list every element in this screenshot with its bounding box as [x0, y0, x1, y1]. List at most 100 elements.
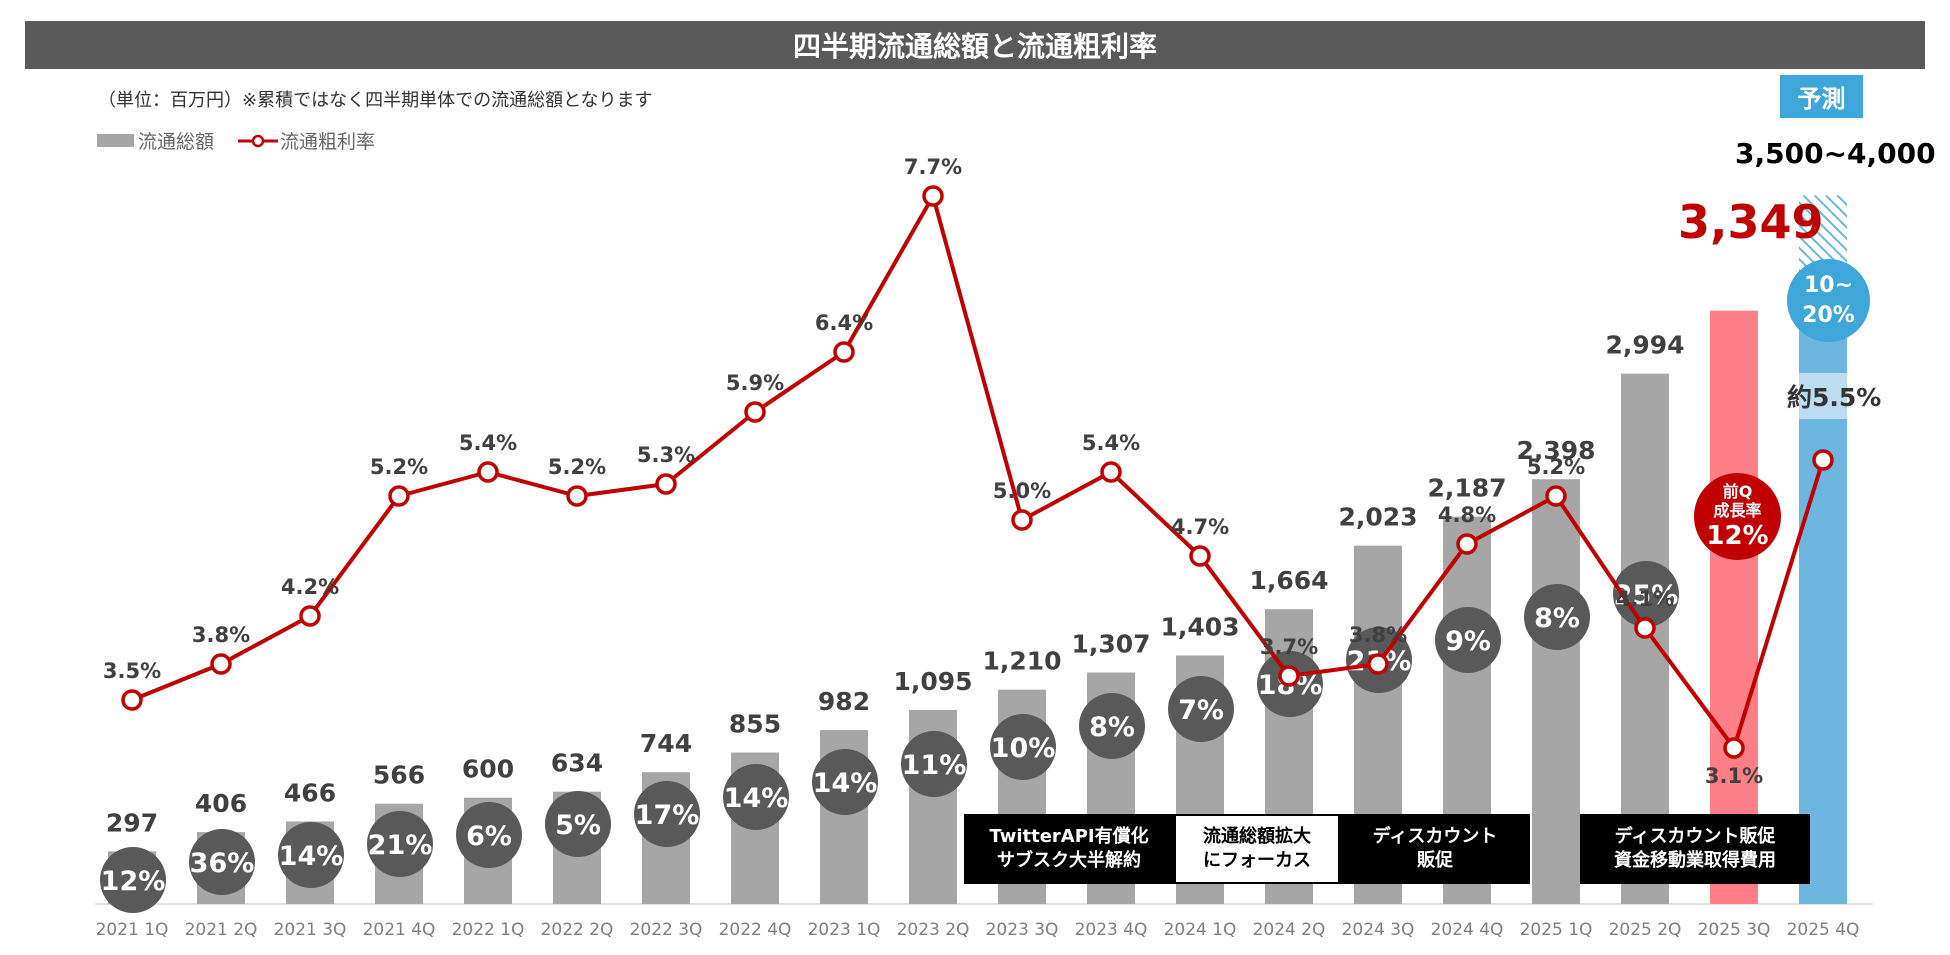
growth-bubble: [1524, 584, 1590, 650]
rate-label: 3.1%: [1705, 764, 1763, 788]
annotation-focus-line1: 流通総額拡大: [1203, 826, 1311, 847]
bar-value-label: 855: [729, 710, 781, 739]
x-tick-label: 2023 3Q: [986, 920, 1059, 940]
growth-bubble: [901, 731, 967, 797]
x-tick-label: 2021 2Q: [185, 920, 258, 940]
bar-value-label: 406: [195, 789, 247, 818]
rate-point: [1367, 653, 1389, 675]
x-tick-label: 2021 3Q: [274, 920, 347, 940]
rate-point: [1545, 485, 1567, 507]
rate-label: 5.9%: [726, 371, 784, 395]
rate-point: [744, 401, 766, 423]
growth-bubble: [723, 764, 789, 830]
rate-label: 5.2%: [370, 455, 428, 479]
growth-bubble-label: 5%: [555, 810, 601, 841]
x-tick-label: 2024 2Q: [1253, 920, 1326, 940]
x-tick-label: 2024 4Q: [1431, 920, 1504, 940]
forecast-rate-label: 約5.5%: [1787, 383, 1882, 412]
growth-bubble: [1168, 676, 1234, 742]
bar-value-label: 566: [373, 761, 425, 790]
growth-bubble: [100, 847, 166, 913]
rate-point: [1723, 737, 1745, 759]
rate-point: [1456, 533, 1478, 555]
growth-bubble-label: 9%: [1445, 626, 1491, 657]
rate-point: [1011, 509, 1033, 531]
x-tick-label: 2022 3Q: [630, 920, 703, 940]
growth-bubble: [990, 714, 1056, 780]
highlight-value-label: 3,349: [1678, 195, 1824, 249]
x-tick-label: 2025 3Q: [1698, 920, 1771, 940]
bar-value-label: 2,994: [1605, 331, 1684, 360]
rate-label: 4.1%: [1616, 587, 1674, 611]
growth-bubble: [456, 802, 522, 868]
bar: [1532, 479, 1580, 904]
x-tick-label: 2024 3Q: [1342, 920, 1415, 940]
x-tick-label: 2023 4Q: [1075, 920, 1148, 940]
rate-label: 7.7%: [904, 155, 962, 179]
bar-value-label: 2,023: [1338, 503, 1417, 532]
rate-label: 3.8%: [1349, 623, 1407, 647]
growth-bubble: [189, 829, 255, 895]
growth-bubble-label: 36%: [190, 848, 255, 879]
rate-point: [1812, 449, 1834, 471]
annotation-focus: 流通総額拡大 にフォーカス: [1174, 814, 1340, 884]
rate-point: [121, 689, 143, 711]
annotation-twitter: TwitterAPI有償化 サブスク大半解約: [964, 814, 1174, 884]
bar-value-label: 744: [640, 729, 692, 758]
growth-bubble: [1435, 607, 1501, 673]
growth-bubble-label: 6%: [466, 821, 512, 852]
growth-bubble: [1079, 693, 1145, 759]
forecast-tag: 予測: [1780, 75, 1863, 118]
annotation-focus-line2: にフォーカス: [1203, 850, 1311, 871]
bar-value-label: 634: [551, 749, 603, 778]
growth-bubble-label: 14%: [724, 783, 789, 814]
x-tick-label: 2021 1Q: [96, 920, 169, 940]
x-tick-label: 2023 1Q: [808, 920, 881, 940]
bar-value-label: 982: [818, 687, 870, 716]
growth-bubble-label: 14%: [279, 841, 344, 872]
growth-bubble: [545, 791, 611, 857]
rate-label: 5.2%: [1527, 455, 1585, 479]
legend-line-swatch: [238, 134, 279, 147]
rate-label: 6.4%: [815, 311, 873, 335]
growth-badge-value: 12%: [1706, 520, 1769, 551]
x-tick-label: 2025 2Q: [1609, 920, 1682, 940]
annotation-discount-fee-line2: 資金移動業取得費用: [1614, 850, 1776, 871]
rate-point: [1100, 461, 1122, 483]
bar-value-label: 2,187: [1427, 474, 1506, 503]
rate-label: 4.7%: [1171, 515, 1229, 539]
x-tick-label: 2022 1Q: [452, 920, 525, 940]
bar-value-label: 1,095: [893, 667, 972, 696]
growth-bubble: [634, 781, 700, 847]
x-tick-label: 2025 1Q: [1520, 920, 1593, 940]
growth-bubble-label: 12%: [101, 866, 166, 897]
x-tick-label: 2021 4Q: [363, 920, 436, 940]
rate-label: 4.2%: [281, 575, 339, 599]
growth-bubble-label: 14%: [813, 768, 878, 799]
growth-bubble: [1613, 561, 1679, 627]
growth-badge-line2: 成長率: [1713, 500, 1762, 520]
rate-label: 5.4%: [1082, 431, 1140, 455]
rate-point: [655, 473, 677, 495]
rate-label: 3.5%: [103, 659, 161, 683]
bar-value-label: 1,664: [1249, 566, 1328, 595]
annotation-twitter-line1: TwitterAPI有償化: [989, 826, 1149, 847]
bar: [1710, 310, 1758, 905]
legend-line-label: 流通粗利率: [280, 131, 376, 153]
unit-note: （単位：百万円）※累積ではなく四半期単体での流通総額となります: [98, 90, 653, 111]
growth-bubble-label: 8%: [1089, 712, 1135, 743]
rate-point: [1189, 545, 1211, 567]
bar-value-label: 1,307: [1071, 629, 1150, 658]
legend-bar-swatch: [97, 134, 134, 147]
rate-label: 3.7%: [1260, 635, 1318, 659]
growth-bubble-label: 8%: [1534, 603, 1580, 634]
bar-value-label: 466: [284, 778, 336, 807]
annotation-discount-line1: ディスカウント: [1372, 826, 1498, 847]
bar-value-label: 297: [106, 808, 158, 837]
forecast-growth-badge: 10~ 20%: [1787, 259, 1870, 342]
growth-bubble-label: 21%: [368, 830, 433, 861]
growth-badge: 前Q 成長率 12%: [1694, 473, 1781, 560]
x-tick-label: 2024 1Q: [1164, 920, 1237, 940]
bar-value-label: 600: [462, 755, 514, 784]
